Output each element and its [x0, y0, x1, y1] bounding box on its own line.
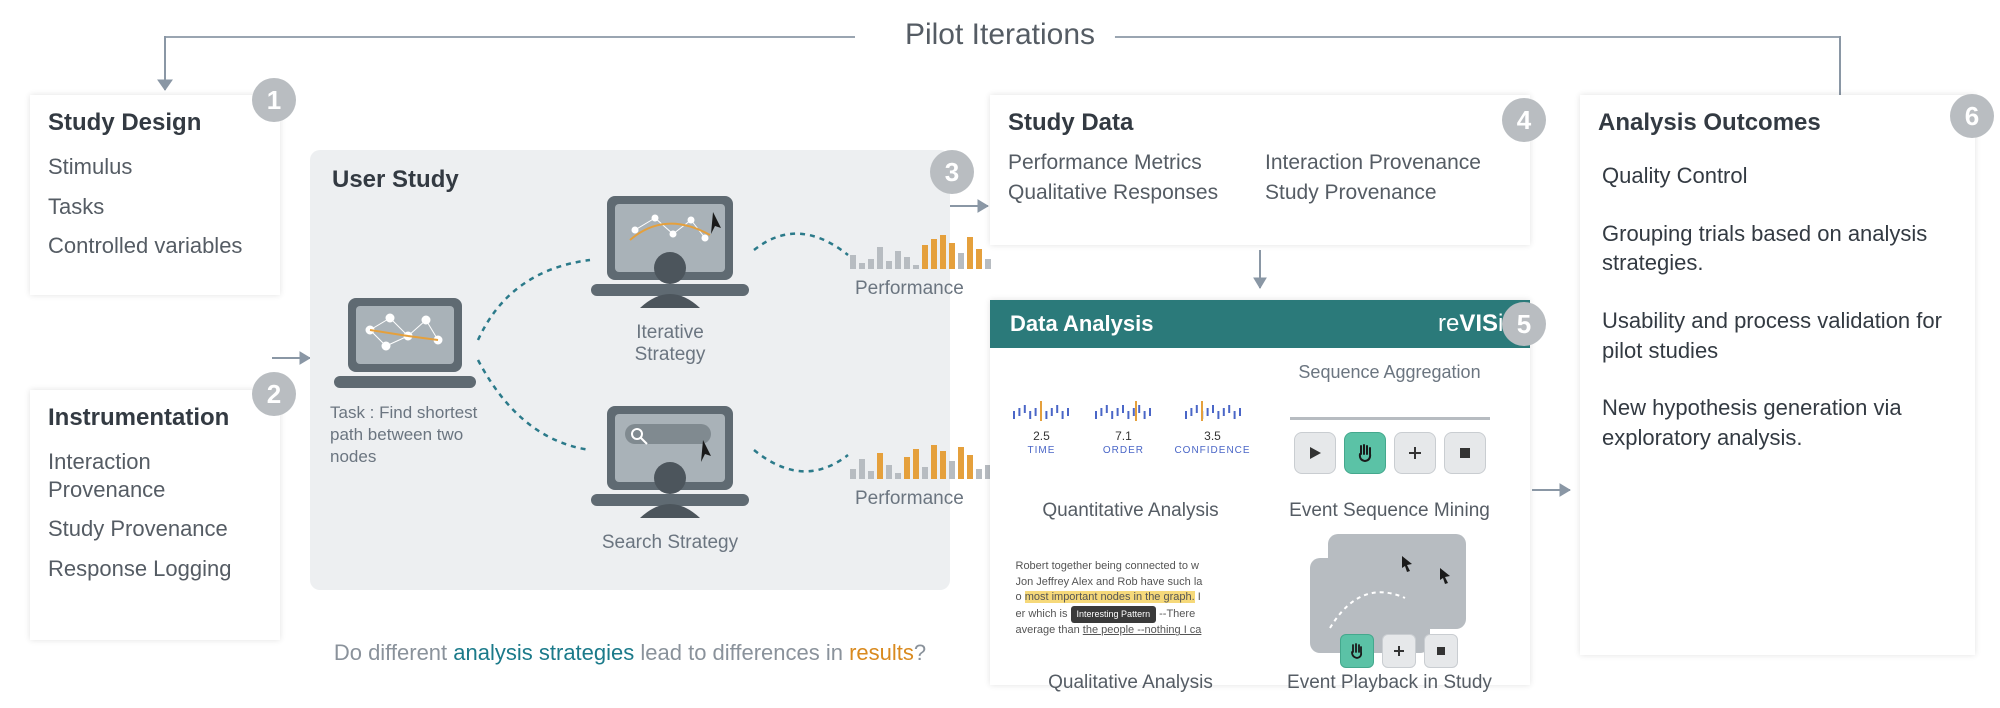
dashed-to-perf-top: [748, 210, 858, 280]
iterative-strategy-label: Iterative Strategy: [600, 322, 740, 366]
playback-add-button[interactable]: [1382, 634, 1416, 668]
dashed-path-bottom: [470, 350, 600, 470]
revisit-brand: reVISit: [1438, 310, 1510, 338]
metric-conf: 3.5 CONFIDENCE: [1174, 399, 1250, 456]
playback-stack-icon: [1300, 534, 1480, 664]
outcome-item: Grouping trials based on analysis strate…: [1580, 205, 1975, 292]
metric-order-value: 7.1: [1115, 429, 1132, 443]
qual-snippet: Robert together being connected to wJon …: [1016, 559, 1246, 640]
panel-user-study: User Study Task : Find shortest path bet…: [310, 150, 950, 590]
study-design-item: Tasks: [30, 187, 280, 227]
badge-5: 5: [1502, 302, 1546, 346]
playback-cell: Event Playback in Study: [1267, 534, 1512, 694]
brand-pre: re: [1438, 310, 1459, 337]
question-pre: Do different: [334, 640, 453, 665]
panel-data-analysis: Data Analysis reVISit 2.5 TIME 7.1 ORDER: [990, 300, 1530, 685]
metric-time-label: TIME: [1027, 445, 1055, 456]
study-design-item: Controlled variables: [30, 226, 280, 266]
seq-pan-button[interactable]: [1344, 432, 1386, 474]
qual-analysis-label: Qualitative Analysis: [1048, 672, 1213, 694]
seq-dots-icon: [1290, 412, 1490, 426]
badge-3: 3: [930, 150, 974, 194]
question-post: ?: [914, 640, 926, 665]
outcome-item: Quality Control: [1580, 147, 1975, 205]
outcome-item: Usability and process validation for pil…: [1580, 292, 1975, 379]
task-caption-prefix: Task :: [330, 403, 379, 422]
seq-add-button[interactable]: [1394, 432, 1436, 474]
data-analysis-header: Data Analysis reVISit: [990, 300, 1530, 348]
study-design-item: Stimulus: [30, 147, 280, 187]
instrumentation-item: Response Logging: [30, 549, 280, 589]
playback-label: Event Playback in Study: [1287, 672, 1492, 694]
panel-instrumentation: Instrumentation Interaction Provenance S…: [30, 390, 280, 640]
quant-analysis-label: Quantitative Analysis: [1042, 500, 1218, 522]
laptop-search-icon: [585, 400, 755, 530]
brand-mid: VIS: [1459, 310, 1498, 337]
metric-order: 7.1 ORDER: [1092, 399, 1154, 456]
study-data-item: Performance Metrics: [1008, 151, 1255, 175]
seq-mining-label: Event Sequence Mining: [1289, 500, 1490, 522]
seq-stop-button[interactable]: [1444, 432, 1486, 474]
playback-pan-button[interactable]: [1340, 634, 1374, 668]
metric-conf-label: CONFIDENCE: [1174, 445, 1250, 456]
search-strategy-label: Search Strategy: [600, 532, 740, 554]
perf-bars-bottom: [850, 445, 991, 479]
research-question: Do different analysis strategies lead to…: [310, 640, 950, 666]
seq-mining-cell: Sequence Aggregation Event Sequence Mini…: [1267, 362, 1512, 522]
question-em1: analysis strategies: [453, 640, 634, 665]
instrumentation-item: Study Provenance: [30, 509, 280, 549]
metric-conf-value: 3.5: [1204, 429, 1221, 443]
instrumentation-title: Instrumentation: [30, 390, 280, 442]
instrumentation-item: Interaction Provenance: [30, 442, 280, 509]
study-data-title: Study Data: [990, 95, 1530, 147]
panel-study-data: Study Data Performance Metrics Interacti…: [990, 95, 1530, 245]
dashed-path-top: [470, 240, 600, 350]
pilot-line-right: [1060, 36, 1840, 38]
panel-study-design: Study Design Stimulus Tasks Controlled v…: [30, 95, 280, 295]
study-data-item: Qualitative Responses: [1008, 181, 1255, 205]
playback-stop-button[interactable]: [1424, 634, 1458, 668]
metric-time: 2.5 TIME: [1010, 399, 1072, 456]
user-study-title: User Study: [332, 166, 459, 194]
question-em2: results: [849, 640, 914, 665]
study-data-item: Interaction Provenance: [1265, 151, 1512, 175]
study-design-title: Study Design: [30, 95, 280, 147]
panel-outcomes: Analysis Outcomes Quality Control Groupi…: [1580, 95, 1975, 655]
seq-aggregation-label: Sequence Aggregation: [1298, 362, 1480, 383]
badge-6: 6: [1950, 94, 1994, 138]
laptop-iterative-icon: [585, 190, 755, 320]
question-mid: lead to differences in: [634, 640, 849, 665]
outcomes-title: Analysis Outcomes: [1580, 95, 1975, 147]
seq-play-button[interactable]: [1294, 432, 1336, 474]
perf-label-top: Performance: [855, 278, 964, 300]
badge-1: 1: [252, 78, 296, 122]
dashed-to-perf-bottom: [748, 420, 858, 500]
quant-analysis-visual: 2.5 TIME 7.1 ORDER 3.5 CONFIDENCE: [1008, 362, 1253, 492]
arrow-to-outcomes: [1532, 480, 1582, 500]
laptop-task-icon: [330, 290, 480, 400]
pilot-iterations-label: Pilot Iterations: [885, 18, 1115, 52]
perf-bars-top: [850, 235, 991, 269]
metric-time-value: 2.5: [1033, 429, 1050, 443]
badge-2: 2: [252, 372, 296, 416]
qual-analysis-cell: Robert together being connected to wJon …: [1008, 534, 1253, 694]
pilot-line-left: [165, 36, 855, 38]
data-analysis-title: Data Analysis: [1010, 311, 1153, 337]
arrow-to-data-analysis: [1250, 250, 1270, 300]
outcome-item: New hypothesis generation via explorator…: [1580, 379, 1975, 466]
perf-label-bottom: Performance: [855, 488, 964, 510]
pilot-line-right-drop: [1832, 30, 1848, 100]
seq-button-row: [1294, 432, 1486, 474]
cursor-icon: [1400, 554, 1414, 572]
study-data-item: Study Provenance: [1265, 181, 1512, 205]
metric-order-label: ORDER: [1103, 445, 1144, 456]
quant-analysis-cell: 2.5 TIME 7.1 ORDER 3.5 CONFIDENCE Qua: [1008, 362, 1253, 522]
cursor-icon: [1438, 566, 1452, 584]
badge-4: 4: [1502, 98, 1546, 142]
